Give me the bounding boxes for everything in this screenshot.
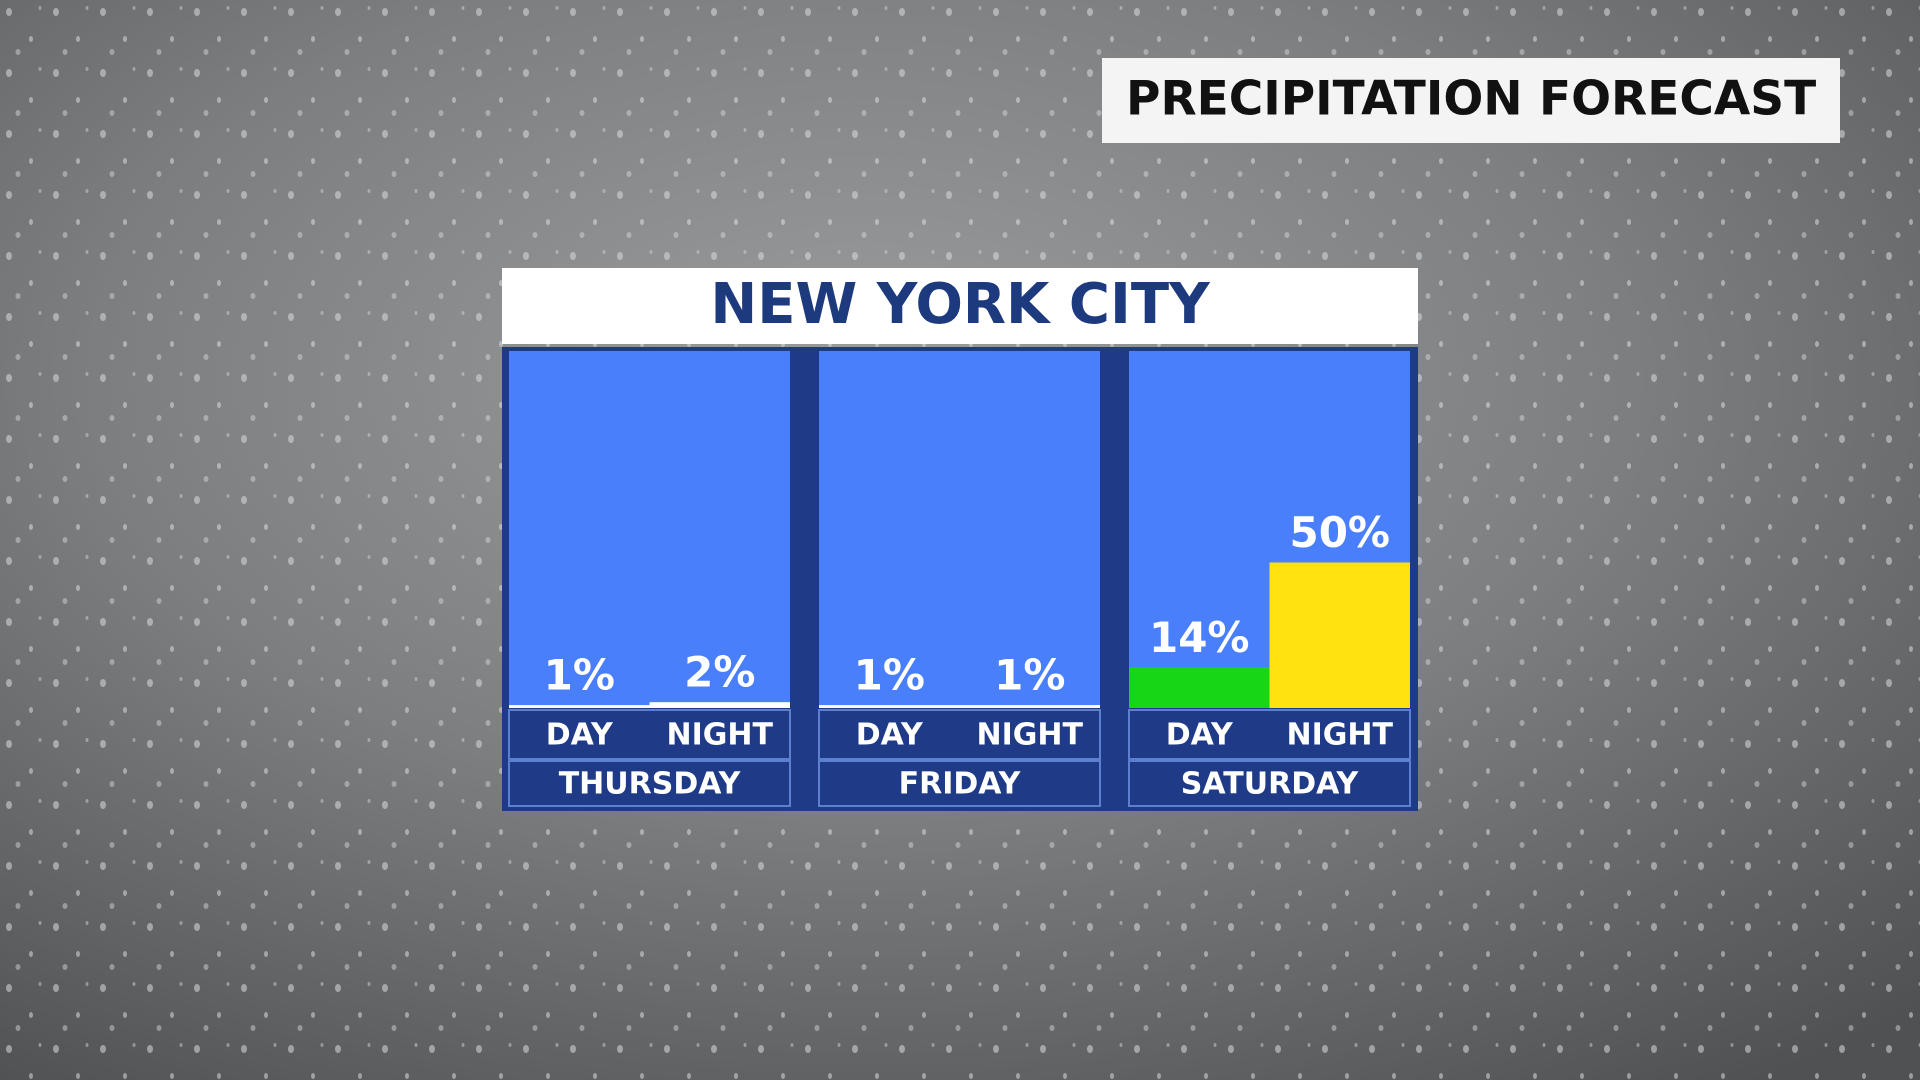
value-label: 14% <box>1149 613 1250 662</box>
group-label: FRIDAY <box>899 767 1022 802</box>
value-label: 50% <box>1289 508 1390 557</box>
category-row <box>1128 709 1411 760</box>
panel <box>819 351 1100 708</box>
bar <box>1129 667 1270 708</box>
header-box <box>1102 58 1840 143</box>
category-row <box>508 709 791 760</box>
bar <box>509 705 650 708</box>
value-label: 1% <box>854 651 925 700</box>
x-tick-label: NIGHT <box>977 718 1084 753</box>
x-tick-label: DAY <box>856 718 924 753</box>
group-row <box>818 760 1101 807</box>
x-tick-label: NIGHT <box>1287 718 1394 753</box>
x-tick-label: DAY <box>546 718 614 753</box>
value-label: 1% <box>994 651 1065 700</box>
group-row <box>508 760 791 807</box>
bar <box>649 702 790 708</box>
bar <box>959 705 1100 708</box>
value-label: 2% <box>684 648 755 697</box>
bar <box>819 705 960 708</box>
x-tick-label: NIGHT <box>667 718 774 753</box>
group-label: THURSDAY <box>559 767 742 802</box>
value-label: 1% <box>544 651 615 700</box>
x-tick-label: DAY <box>1166 718 1234 753</box>
group-label: SATURDAY <box>1181 767 1360 802</box>
bar <box>1269 562 1410 708</box>
title-box <box>502 268 1418 344</box>
category-row <box>818 709 1101 760</box>
panel <box>509 351 790 708</box>
group-row <box>1128 760 1411 807</box>
chart-title: NEW YORK CITY <box>710 272 1211 337</box>
header-title: PRECIPITATION FORECAST <box>1126 72 1816 127</box>
